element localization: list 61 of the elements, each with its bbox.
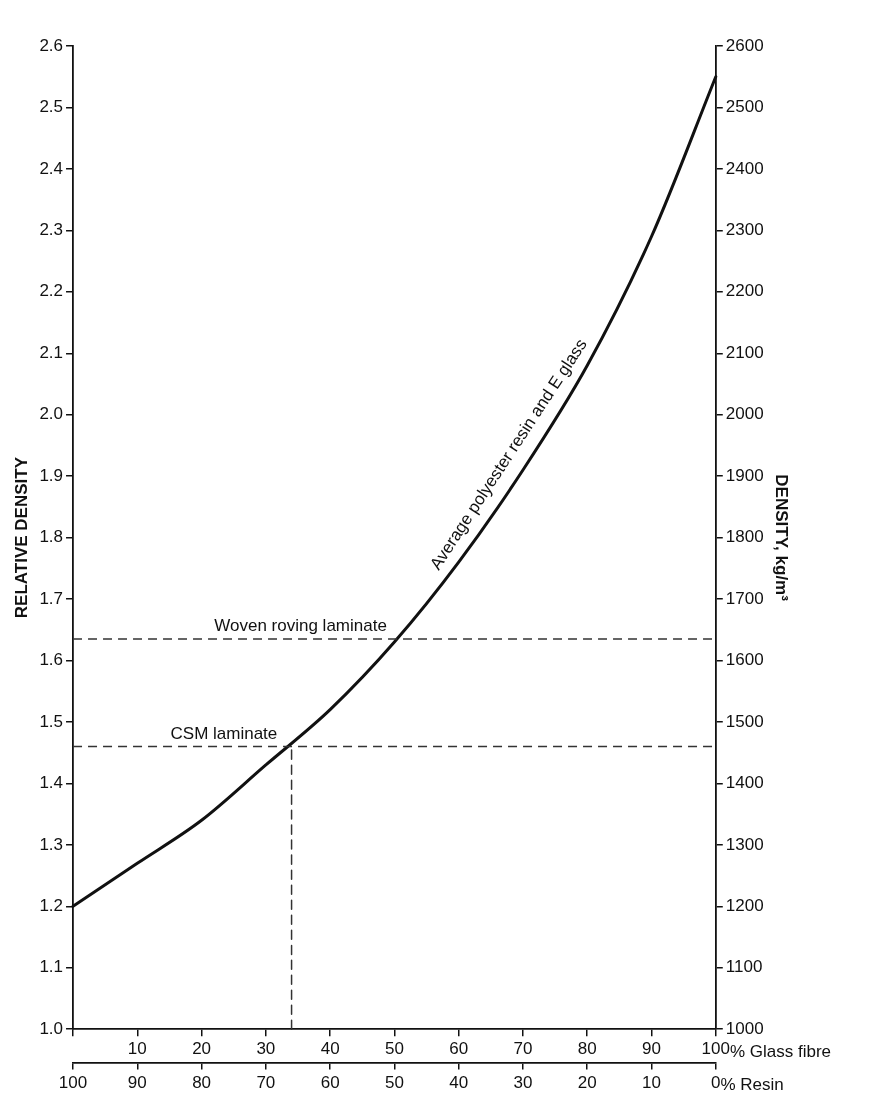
- x-tick-label: 30: [256, 1039, 276, 1059]
- y2-tick-label: 2300: [725, 220, 764, 240]
- y2-tick-label: 1400: [725, 773, 764, 793]
- y-tick-label: 1.0: [39, 1018, 64, 1038]
- y-tick-label: 1.3: [39, 834, 64, 854]
- y2-tick-label: 2600: [725, 35, 764, 55]
- y2-tick-label: 1900: [725, 465, 764, 485]
- ref-line-label: CSM laminate: [170, 723, 278, 743]
- x-tick-label: 20: [192, 1039, 212, 1059]
- y2-tick-label: 1100: [725, 957, 763, 977]
- x-tick-label: 60: [449, 1039, 469, 1059]
- y2-tick-label: 1800: [725, 527, 764, 547]
- y-tick-label: 1.9: [39, 465, 64, 485]
- y-tick-label: 2.4: [39, 158, 64, 178]
- y2-tick-label: 2200: [725, 281, 764, 301]
- y2-tick-label: 1500: [725, 711, 764, 731]
- x2-tick-label: 30: [513, 1073, 533, 1093]
- y-tick-label: 2.2: [39, 281, 64, 301]
- y2-tick-label: 1000: [725, 1018, 764, 1038]
- y-axis-title: RELATIVE DENSITY: [11, 456, 31, 619]
- y-tick-label: 1.6: [39, 650, 64, 670]
- x-tick-label: 80: [577, 1039, 597, 1059]
- x2-tick-label: 10: [642, 1073, 661, 1093]
- x2-tick-label: 40: [449, 1073, 469, 1093]
- y2-tick-label: 2500: [725, 97, 764, 117]
- x2-tick-label: 70: [256, 1073, 276, 1093]
- x2-tick-label: 20: [577, 1073, 597, 1093]
- x2-tick-label: 100: [58, 1073, 88, 1093]
- y2-tick-label: 1300: [725, 834, 764, 854]
- y-tick-label: 1.7: [39, 588, 64, 608]
- y2-tick-label: 2100: [725, 342, 764, 362]
- x-tick-label: 70: [513, 1039, 533, 1059]
- y2-tick-label: 1600: [725, 650, 764, 670]
- x-tick-label: 90: [642, 1039, 661, 1059]
- y-tick-label: 1.8: [39, 527, 64, 547]
- y-tick-label: 2.1: [39, 342, 64, 362]
- x-axis-title: % Glass fibre: [729, 1041, 832, 1061]
- x-tick-label: 50: [384, 1039, 404, 1059]
- x2-tick-label: 80: [192, 1073, 212, 1093]
- y-tick-label: 2.0: [39, 404, 64, 424]
- y-tick-label: 1.4: [39, 773, 64, 793]
- y2-tick-label: 2000: [725, 404, 764, 424]
- x2-tick-label: 60: [320, 1073, 340, 1093]
- y2-axis-title: DENSITY, kg/m³: [772, 474, 792, 602]
- ref-line-label: Woven roving laminate: [214, 616, 387, 636]
- y2-tick-label: 1700: [725, 588, 764, 608]
- y-tick-label: 2.6: [39, 35, 64, 55]
- y-tick-label: 2.3: [39, 220, 64, 240]
- y2-tick-label: 2400: [725, 158, 764, 178]
- y-tick-label: 1.2: [39, 895, 64, 915]
- y-tick-label: 2.5: [39, 97, 64, 117]
- x-tick-label: 10: [127, 1039, 147, 1059]
- x2-tick-label: 90: [127, 1073, 147, 1093]
- x2-axis-title: % Resin: [720, 1075, 784, 1095]
- y2-tick-label: 1200: [725, 895, 764, 915]
- x2-tick-label: 50: [384, 1073, 404, 1093]
- y-tick-label: 1.1: [39, 957, 64, 977]
- y-tick-label: 1.5: [39, 711, 64, 731]
- x-tick-label: 100: [701, 1039, 730, 1059]
- x2-tick-label: 0: [711, 1073, 721, 1093]
- x-tick-label: 40: [320, 1039, 340, 1059]
